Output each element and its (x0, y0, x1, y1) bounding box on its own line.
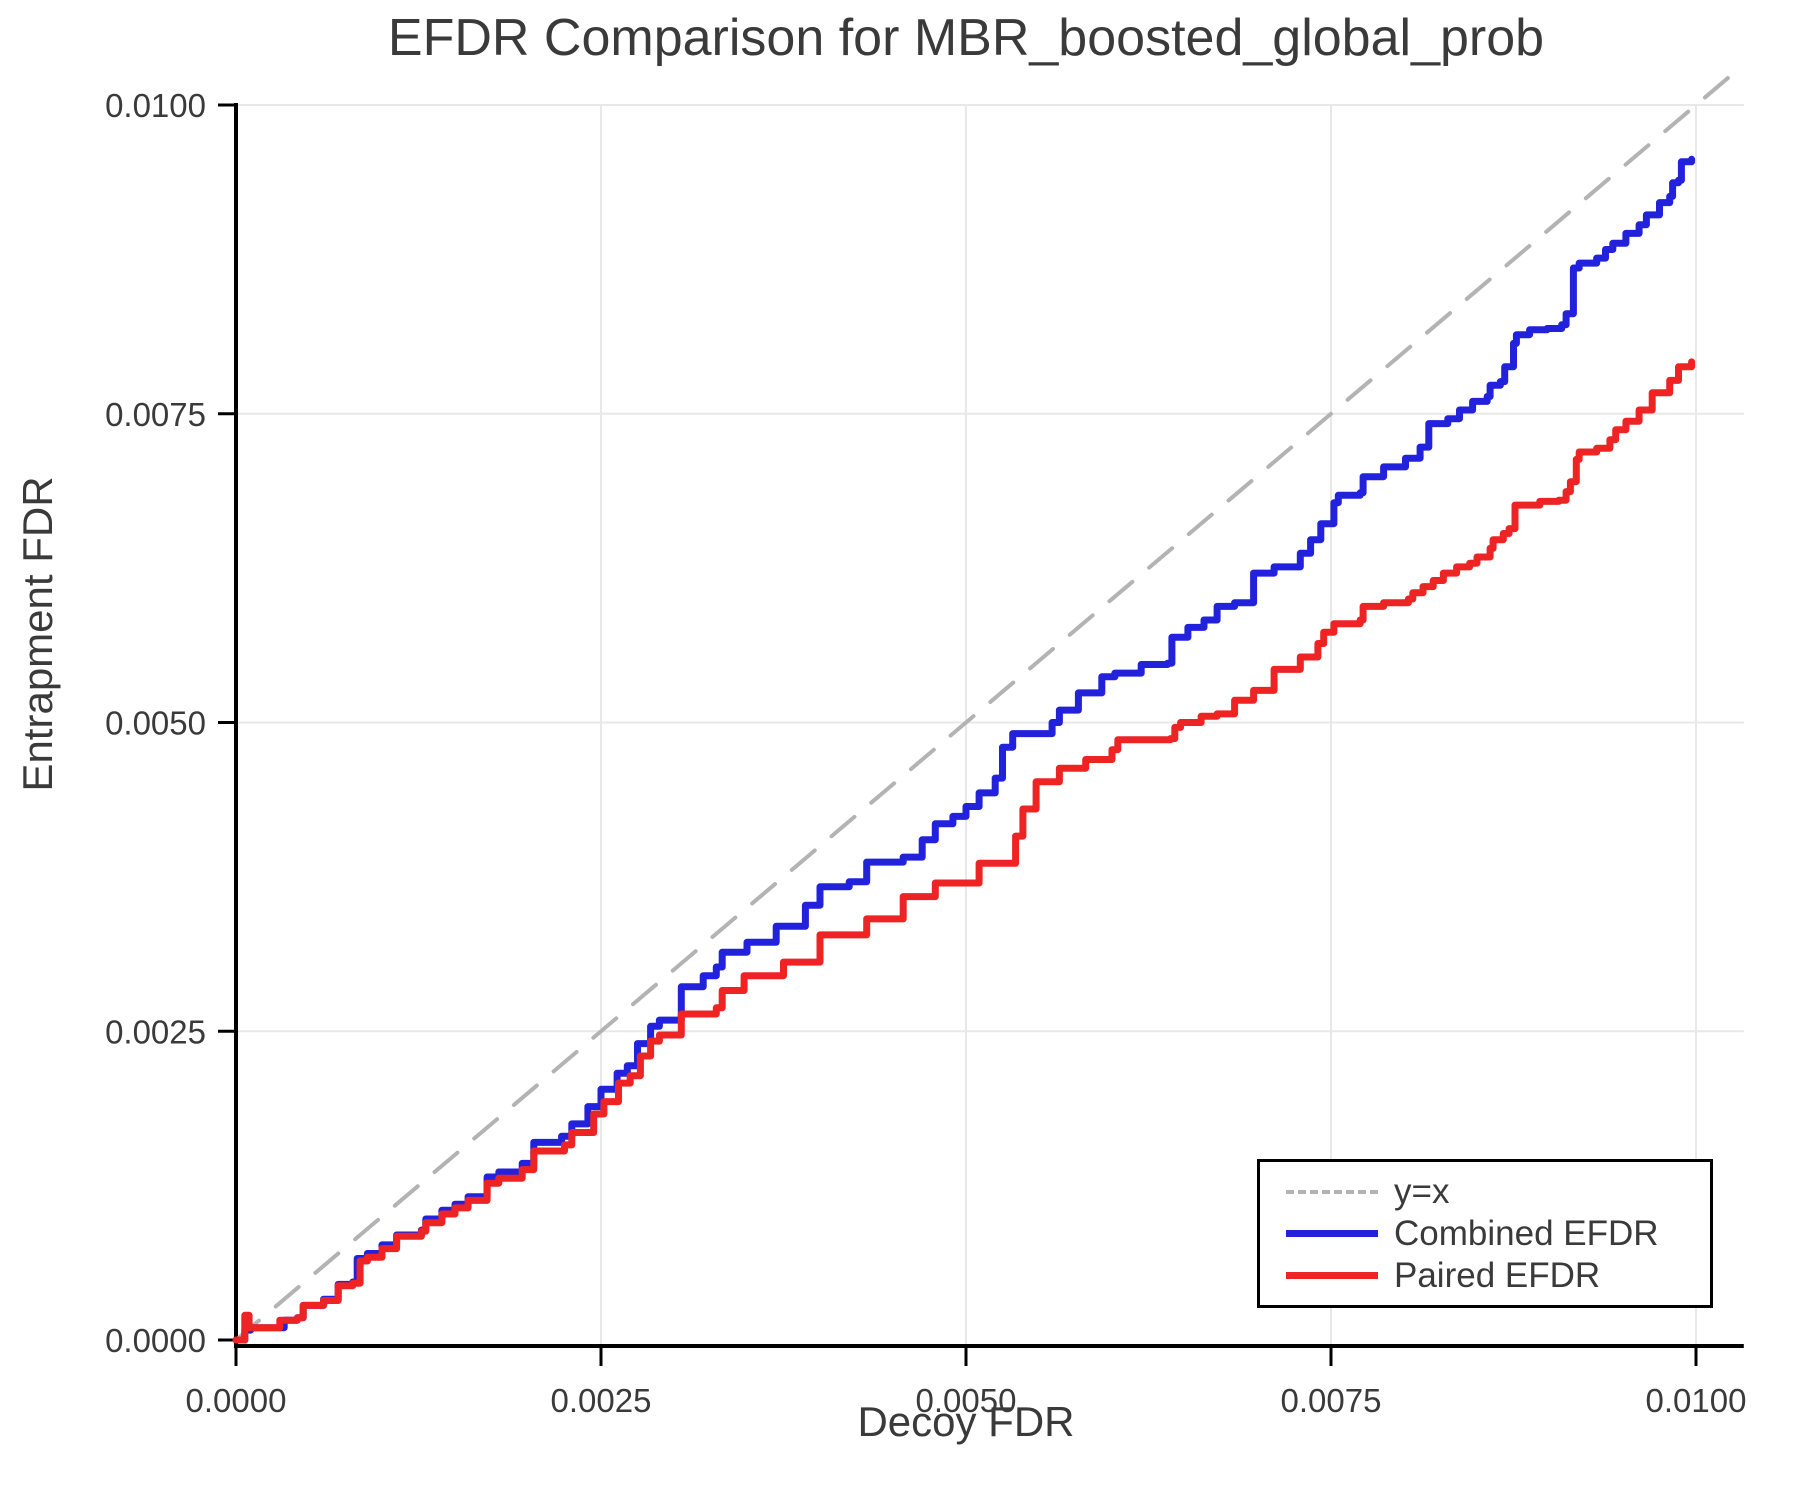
legend-row-identity: y=x (1286, 1173, 1710, 1211)
x-tick-label: 0.0100 (1646, 1382, 1747, 1419)
axes (218, 103, 1744, 1366)
y-tick-label: 0.0025 (105, 1013, 206, 1050)
legend-label-paired: Paired EFDR (1394, 1256, 1601, 1295)
paired-line-sample (1286, 1272, 1378, 1279)
y-tick-label: 0.0050 (105, 705, 206, 742)
x-tick-label: 0.0075 (1281, 1382, 1382, 1419)
y-tick-label: 0.0000 (105, 1322, 206, 1359)
combined-line-sample (1286, 1230, 1378, 1237)
chart-title: EFDR Comparison for MBR_boosted_global_p… (387, 9, 1545, 67)
x-tick-label: 0.0050 (916, 1382, 1017, 1419)
legend: y=x Combined EFDR Paired EFDR (1257, 1159, 1713, 1308)
series-lines (232, 66, 1742, 1344)
identity-line (234, 66, 1742, 1342)
y-tick-label: 0.0075 (105, 396, 206, 433)
legend-label-combined: Combined EFDR (1394, 1214, 1659, 1253)
y-axis-label: Entrapment FDR (14, 476, 61, 792)
legend-row-combined: Combined EFDR (1286, 1215, 1710, 1253)
y-tick-label: 0.0100 (105, 87, 206, 124)
tick-labels: 0.0000 0.0025 0.0050 0.0075 0.0100 0.0000 0.00… (105, 87, 1746, 1419)
x-tick-label: 0.0025 (551, 1382, 652, 1419)
legend-row-paired: Paired EFDR (1286, 1257, 1710, 1295)
paired-efdr-line (232, 358, 1696, 1344)
x-tick-label: 0.0000 (186, 1382, 287, 1419)
identity-line-sample (1286, 1189, 1378, 1194)
gridlines (236, 104, 1744, 1346)
legend-label-identity: y=x (1394, 1172, 1450, 1211)
x-axis-label: Decoy FDR (857, 1398, 1075, 1445)
